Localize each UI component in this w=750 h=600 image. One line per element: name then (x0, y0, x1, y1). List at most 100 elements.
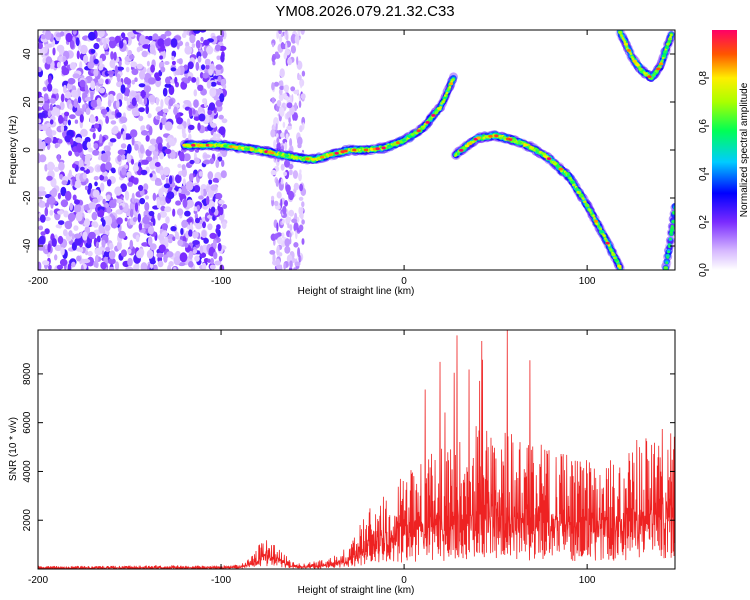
ridge-cell (588, 209, 592, 212)
ridge-hotspot (663, 266, 668, 269)
noise-dot (116, 92, 123, 102)
x-tick-label: 0 (401, 575, 407, 586)
noise-dot (141, 159, 149, 165)
ridge-cell (620, 34, 624, 38)
noise-dot (177, 239, 184, 247)
ridge-cell (566, 173, 570, 177)
noise-dot (64, 111, 70, 117)
noise-dot (116, 99, 120, 109)
noise-dot (155, 76, 162, 82)
noise-dot (61, 67, 70, 76)
noise-dot (120, 32, 126, 39)
x-tick-label: -100 (211, 575, 231, 586)
noise-dot (145, 87, 149, 97)
noise-dot (67, 212, 76, 222)
noise-dot (182, 178, 186, 187)
noise-dot (119, 205, 123, 210)
noise-dot (101, 219, 106, 227)
ridge-hotspot (270, 151, 275, 155)
noise-dot (164, 206, 172, 213)
ridge-cell (609, 248, 613, 251)
noise-dot (186, 199, 194, 208)
ridge-hotspot (632, 59, 637, 63)
noise-dot (160, 66, 166, 73)
ridge-hotspot (638, 67, 643, 71)
noise-dot (42, 260, 50, 266)
noise-dot (149, 160, 157, 170)
noise-dot (97, 30, 105, 38)
ridge-cell (659, 65, 662, 69)
noise-dot (209, 264, 216, 270)
noise-dot (221, 118, 228, 124)
noise-dot (143, 183, 149, 191)
noise-dot (118, 60, 122, 67)
noise-dot (94, 181, 98, 187)
noise-dot (45, 202, 50, 208)
noise-dot (131, 97, 137, 107)
noise-dot (44, 207, 49, 217)
snr-frame (37, 329, 676, 570)
noise-dot (188, 133, 192, 141)
noise-dot (102, 198, 106, 205)
noise-dot (40, 231, 46, 236)
noise-dot (176, 43, 180, 50)
noise-dot (174, 76, 178, 84)
noise-dot (140, 262, 148, 270)
noise-dot (218, 126, 226, 136)
noise-dot (297, 247, 301, 258)
y-tick-label: 40 (22, 48, 33, 60)
ridge-hotspot (467, 142, 473, 146)
noise-dot (189, 159, 195, 165)
noise-dot (299, 255, 302, 263)
noise-dot (273, 200, 279, 206)
ridge-hotspot (511, 139, 517, 142)
noise-dot (44, 137, 52, 144)
noise-dot (133, 264, 139, 270)
noise-dot (119, 116, 128, 124)
noise-dot (218, 199, 225, 205)
noise-dot (147, 236, 153, 246)
colorbar-ticks: 0.0 0.2 0.4 0.6 0.8 (698, 71, 709, 277)
ridge-hotspot (599, 230, 604, 234)
noise-dot (289, 169, 293, 176)
noise-dot (189, 222, 193, 231)
noise-dot (142, 216, 150, 225)
colorbar-tick-label: 0.6 (698, 119, 709, 133)
noise-dot (157, 260, 164, 268)
noise-dot (131, 79, 136, 85)
noise-dot (290, 45, 296, 54)
noise-dot (170, 38, 178, 48)
noise-dot (162, 113, 167, 119)
noise-dot (63, 229, 68, 237)
noise-dot (73, 98, 78, 108)
noise-dot (88, 31, 96, 41)
noise-dot (157, 142, 163, 152)
noise-dot (301, 70, 306, 77)
noise-dot (289, 138, 293, 148)
noise-dot (288, 209, 295, 217)
noise-dot (138, 83, 146, 88)
noise-dot (283, 262, 287, 270)
noise-dot (188, 261, 194, 268)
noise-dot (106, 194, 111, 200)
noise-dot (76, 142, 83, 153)
ridge-hotspot (437, 107, 442, 110)
x-tick-label: -200 (28, 276, 48, 287)
noise-dot (286, 102, 293, 109)
noise-dot (96, 235, 101, 243)
ridge-branch-3 (615, 30, 675, 83)
noise-dot (160, 44, 165, 52)
noise-dot (157, 111, 164, 116)
noise-dot (163, 166, 171, 176)
noise-dot (79, 247, 84, 253)
noise-dot (279, 107, 285, 117)
noise-dot (126, 78, 132, 85)
noise-dot (77, 96, 82, 104)
noise-dot (269, 250, 276, 255)
ridge-cell (614, 257, 617, 260)
noise-dot (84, 250, 89, 256)
noise-dot (75, 37, 80, 47)
noise-dot (98, 78, 104, 85)
noise-dot (213, 95, 220, 101)
ridge-cell (653, 72, 657, 76)
